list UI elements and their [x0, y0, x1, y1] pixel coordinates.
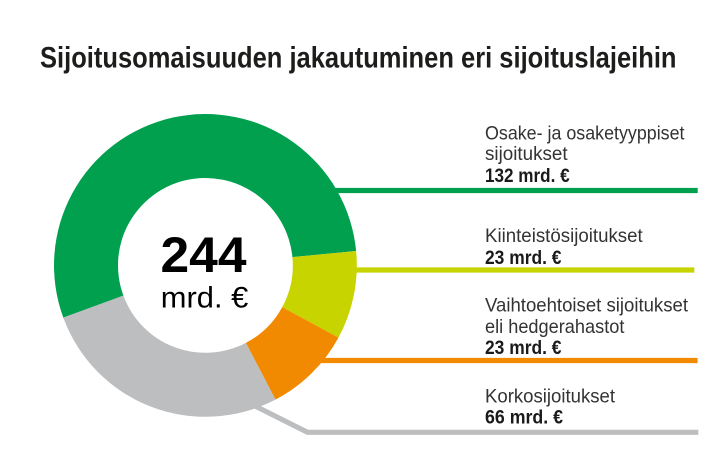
svg-text:23 mrd. €: 23 mrd. €	[485, 247, 562, 269]
svg-text:sijoitukset: sijoitukset	[485, 143, 568, 165]
svg-text:23 mrd. €: 23 mrd. €	[485, 337, 562, 359]
svg-text:eli hedgerahastot: eli hedgerahastot	[485, 316, 625, 338]
svg-text:66 mrd. €: 66 mrd. €	[485, 407, 563, 429]
svg-text:Sijoitusomaisuuden jakautumine: Sijoitusomaisuuden jakautuminen eri sijo…	[40, 42, 677, 75]
svg-text:132 mrd. €: 132 mrd. €	[485, 165, 570, 187]
svg-text:mrd. €: mrd. €	[161, 281, 249, 314]
svg-text:244: 244	[161, 227, 247, 283]
svg-text:Kiinteistösijoitukset: Kiinteistösijoitukset	[485, 225, 643, 247]
svg-text:Osake- ja osaketyyppiset: Osake- ja osaketyyppiset	[485, 123, 685, 145]
svg-text:Vaihtoehtoiset sijoitukset: Vaihtoehtoiset sijoitukset	[485, 295, 689, 317]
svg-text:Korkosijoitukset: Korkosijoitukset	[485, 386, 616, 408]
